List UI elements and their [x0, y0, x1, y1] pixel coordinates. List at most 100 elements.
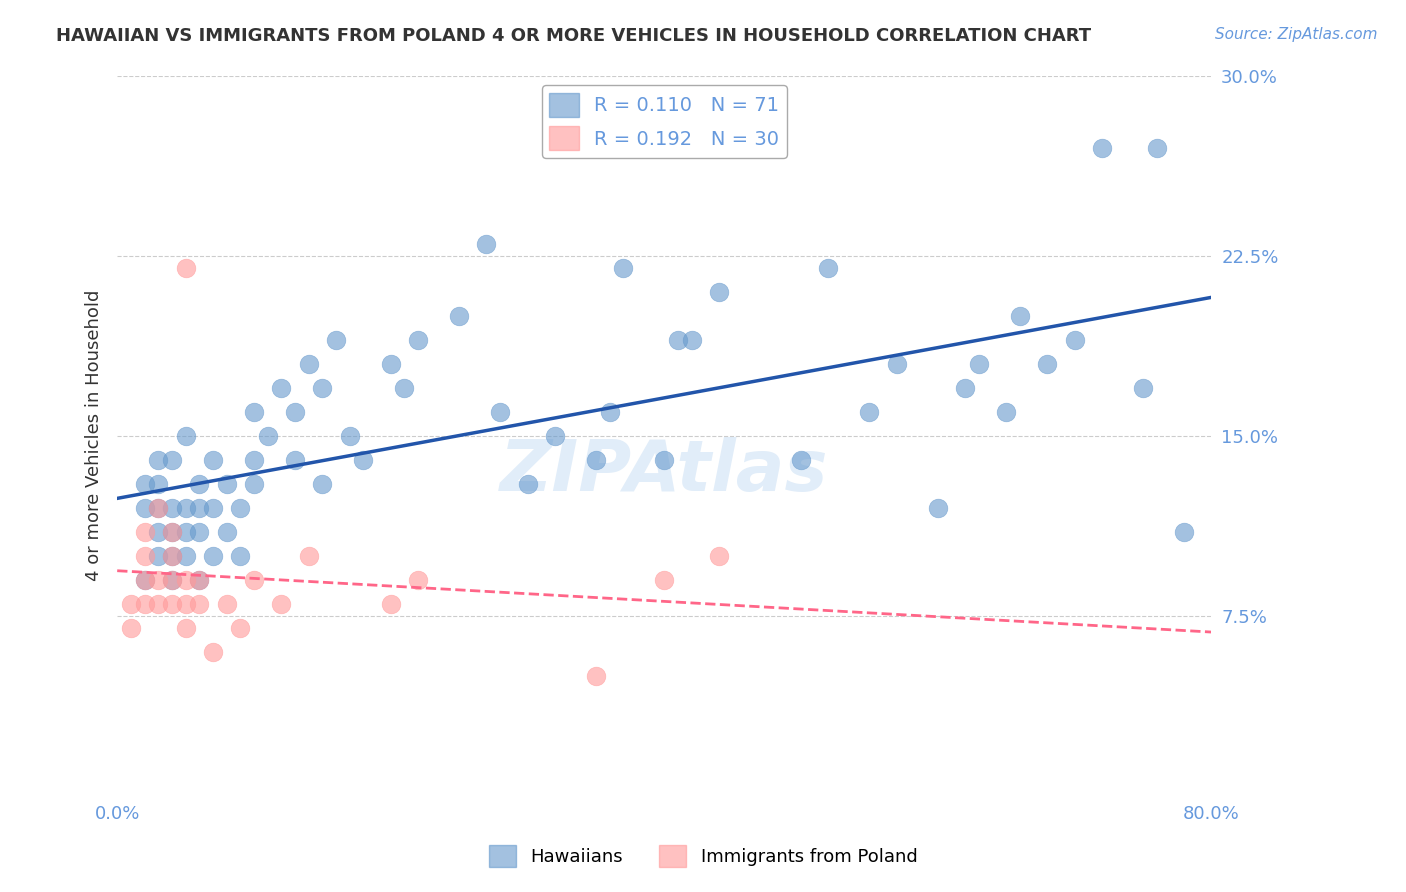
- Point: [394, 381, 416, 395]
- Point: [243, 452, 266, 467]
- Point: [148, 549, 170, 563]
- Point: [188, 573, 211, 587]
- Point: [160, 573, 183, 587]
- Point: [160, 573, 183, 587]
- Legend: R = 0.110   N = 71, R = 0.192   N = 30: R = 0.110 N = 71, R = 0.192 N = 30: [541, 86, 787, 158]
- Point: [201, 500, 224, 515]
- Point: [134, 573, 156, 587]
- Point: [284, 404, 307, 418]
- Point: [215, 476, 238, 491]
- Point: [927, 500, 949, 515]
- Point: [160, 597, 183, 611]
- Point: [148, 452, 170, 467]
- Point: [134, 500, 156, 515]
- Point: [243, 476, 266, 491]
- Point: [215, 524, 238, 539]
- Point: [134, 549, 156, 563]
- Point: [188, 597, 211, 611]
- Point: [790, 452, 813, 467]
- Point: [1091, 140, 1114, 154]
- Point: [174, 549, 197, 563]
- Point: [652, 452, 675, 467]
- Point: [1173, 524, 1195, 539]
- Point: [325, 333, 347, 347]
- Point: [160, 452, 183, 467]
- Point: [256, 428, 278, 442]
- Point: [666, 333, 689, 347]
- Point: [284, 452, 307, 467]
- Point: [995, 404, 1018, 418]
- Point: [243, 404, 266, 418]
- Point: [681, 333, 703, 347]
- Point: [229, 621, 252, 635]
- Point: [134, 524, 156, 539]
- Point: [201, 549, 224, 563]
- Point: [174, 500, 197, 515]
- Point: [160, 549, 183, 563]
- Point: [489, 404, 512, 418]
- Point: [229, 500, 252, 515]
- Text: HAWAIIAN VS IMMIGRANTS FROM POLAND 4 OR MORE VEHICLES IN HOUSEHOLD CORRELATION C: HAWAIIAN VS IMMIGRANTS FROM POLAND 4 OR …: [56, 27, 1091, 45]
- Point: [148, 476, 170, 491]
- Point: [352, 452, 374, 467]
- Point: [148, 524, 170, 539]
- Point: [311, 476, 333, 491]
- Point: [1008, 309, 1031, 323]
- Point: [380, 597, 402, 611]
- Point: [134, 597, 156, 611]
- Legend: Hawaiians, Immigrants from Poland: Hawaiians, Immigrants from Poland: [481, 838, 925, 874]
- Point: [148, 597, 170, 611]
- Text: Source: ZipAtlas.com: Source: ZipAtlas.com: [1215, 27, 1378, 42]
- Point: [174, 573, 197, 587]
- Point: [188, 573, 211, 587]
- Point: [612, 260, 634, 275]
- Point: [406, 573, 429, 587]
- Point: [201, 645, 224, 659]
- Point: [174, 621, 197, 635]
- Point: [174, 597, 197, 611]
- Point: [270, 597, 292, 611]
- Point: [134, 476, 156, 491]
- Point: [160, 524, 183, 539]
- Point: [585, 669, 607, 683]
- Point: [599, 404, 621, 418]
- Point: [298, 357, 321, 371]
- Point: [1132, 381, 1154, 395]
- Point: [380, 357, 402, 371]
- Point: [174, 524, 197, 539]
- Point: [201, 452, 224, 467]
- Point: [160, 524, 183, 539]
- Point: [270, 381, 292, 395]
- Point: [160, 500, 183, 515]
- Point: [188, 476, 211, 491]
- Point: [449, 309, 471, 323]
- Point: [475, 236, 498, 251]
- Point: [707, 549, 730, 563]
- Point: [652, 573, 675, 587]
- Point: [188, 524, 211, 539]
- Point: [544, 428, 567, 442]
- Point: [243, 573, 266, 587]
- Point: [339, 428, 361, 442]
- Point: [160, 549, 183, 563]
- Point: [298, 549, 321, 563]
- Point: [311, 381, 333, 395]
- Point: [229, 549, 252, 563]
- Point: [955, 381, 977, 395]
- Point: [406, 333, 429, 347]
- Point: [134, 573, 156, 587]
- Y-axis label: 4 or more Vehicles in Household: 4 or more Vehicles in Household: [86, 290, 103, 582]
- Point: [1146, 140, 1168, 154]
- Point: [1063, 333, 1085, 347]
- Point: [585, 452, 607, 467]
- Point: [1036, 357, 1059, 371]
- Point: [516, 476, 538, 491]
- Point: [817, 260, 839, 275]
- Point: [967, 357, 990, 371]
- Point: [148, 500, 170, 515]
- Point: [174, 260, 197, 275]
- Point: [148, 500, 170, 515]
- Point: [188, 500, 211, 515]
- Point: [886, 357, 908, 371]
- Point: [215, 597, 238, 611]
